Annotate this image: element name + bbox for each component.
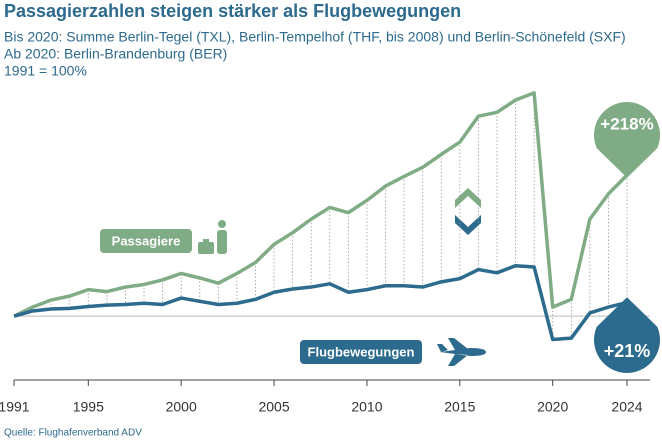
x-tick-label: 2020 xyxy=(537,399,568,415)
end-label: +218% xyxy=(600,114,653,133)
x-tick-label: 2010 xyxy=(351,399,382,415)
x-tick-label: 2015 xyxy=(444,399,475,415)
end-drop xyxy=(594,102,660,178)
down-chevron xyxy=(455,215,481,235)
end-drop xyxy=(594,297,660,373)
chart-title: Passagierzahlen steigen stärker als Flug… xyxy=(4,1,461,21)
legend-label: Passagiere xyxy=(112,233,181,248)
subtitle: Bis 2020: Summe Berlin-Tegel (TXL), Berl… xyxy=(4,29,626,45)
x-tick-label: 2024 xyxy=(611,399,642,415)
plane-icon xyxy=(437,338,486,366)
passenger-icon xyxy=(198,220,227,254)
x-tick-label: 1991 xyxy=(0,399,30,415)
legend-pill xyxy=(300,340,422,364)
subtitle: Ab 2020: Berlin-Brandenburg (BER) xyxy=(4,46,227,62)
subtitle: 1991 = 100% xyxy=(4,63,87,79)
end-label: +21% xyxy=(604,341,651,361)
legend-label: Flugbewegungen xyxy=(308,344,415,359)
source: Quelle: Flughafenverband ADV xyxy=(4,428,142,439)
x-tick-label: 2005 xyxy=(258,399,289,415)
x-tick-label: 1995 xyxy=(73,399,104,415)
series-line xyxy=(13,91,629,318)
x-tick-label: 2000 xyxy=(166,399,197,415)
legend-pill xyxy=(100,229,192,253)
series-line xyxy=(13,263,628,342)
up-chevron xyxy=(455,188,481,208)
